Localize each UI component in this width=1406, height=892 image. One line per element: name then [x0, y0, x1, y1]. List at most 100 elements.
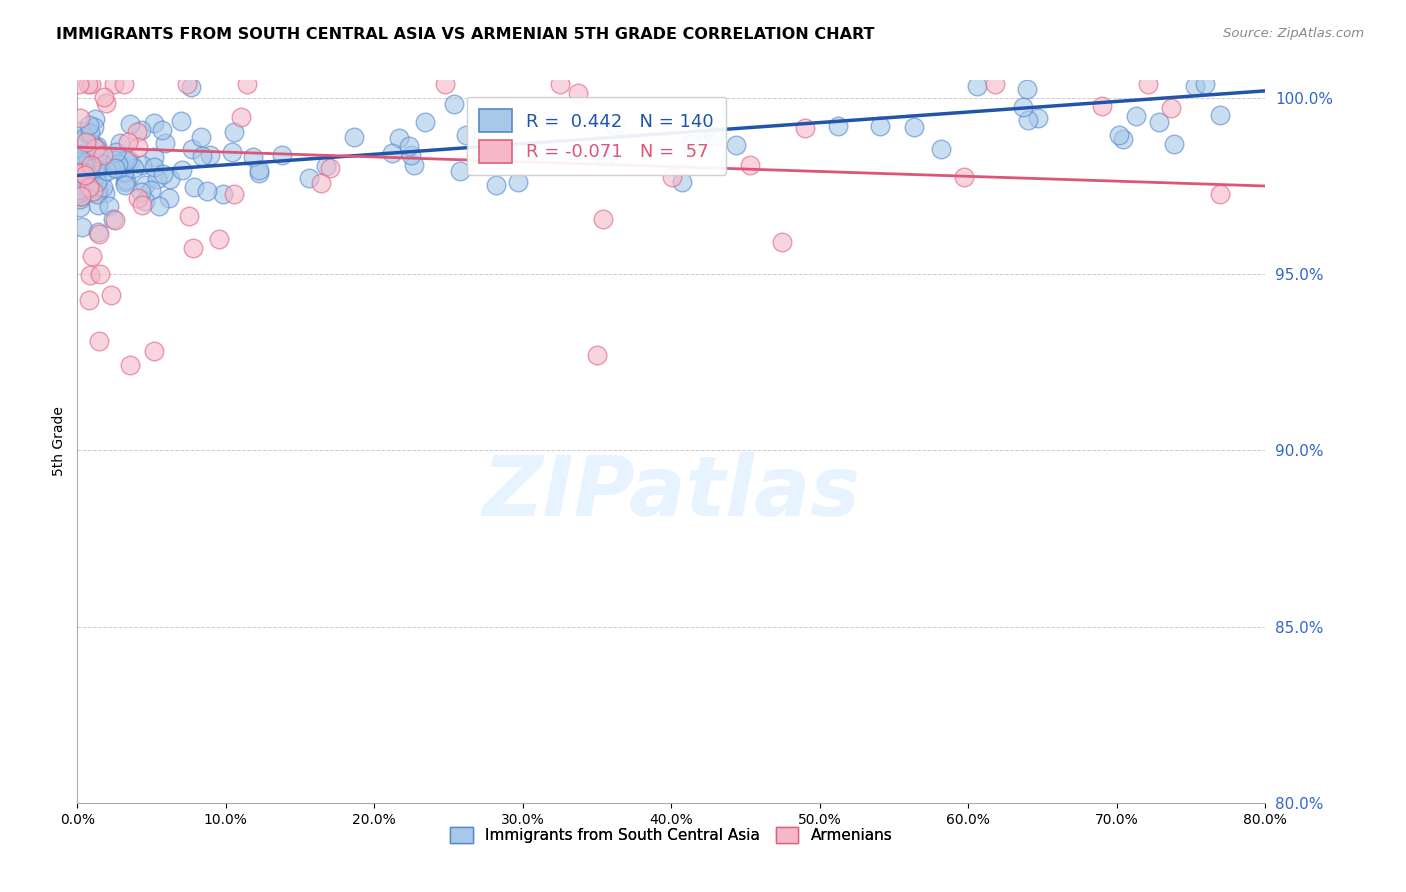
Point	[249, 163, 271, 178]
Point	[953, 170, 976, 185]
Point	[70, 188, 93, 202]
Point	[112, 77, 135, 91]
Point	[434, 77, 457, 91]
Point	[75, 136, 97, 150]
Point	[157, 191, 180, 205]
Point	[139, 183, 162, 197]
Point	[75, 168, 97, 182]
Point	[67, 154, 90, 169]
Point	[1108, 128, 1130, 142]
Point	[180, 80, 202, 95]
Point	[129, 185, 152, 199]
Point	[143, 150, 166, 164]
Point	[115, 173, 138, 187]
Point	[1015, 81, 1038, 95]
Point	[398, 139, 420, 153]
Point	[770, 235, 793, 249]
Point	[738, 159, 761, 173]
Point	[89, 155, 111, 169]
Point	[114, 175, 136, 189]
Point	[567, 87, 589, 101]
Point	[100, 288, 122, 302]
Point	[77, 293, 100, 307]
Point	[69, 189, 91, 203]
Point	[80, 157, 103, 171]
Point	[84, 112, 107, 126]
Point	[695, 121, 717, 136]
Point	[77, 118, 100, 132]
Point	[170, 163, 193, 178]
Point	[506, 175, 529, 189]
Point	[869, 119, 891, 133]
Point	[70, 123, 93, 137]
Point	[67, 165, 90, 179]
Legend: Immigrants from South Central Asia, Armenians: Immigrants from South Central Asia, Arme…	[444, 822, 898, 849]
Point	[1125, 109, 1147, 123]
Point	[1194, 77, 1216, 91]
Point	[117, 135, 139, 149]
Point	[224, 187, 246, 202]
Y-axis label: 5th Grade: 5th Grade	[52, 407, 66, 476]
Point	[1184, 79, 1206, 94]
Point	[198, 148, 221, 162]
Point	[221, 145, 243, 160]
Point	[179, 209, 201, 223]
Point	[89, 268, 111, 282]
Point	[87, 225, 110, 239]
Point	[671, 174, 693, 188]
Point	[72, 147, 94, 161]
Point	[212, 187, 235, 202]
Text: Source: ZipAtlas.com: Source: ZipAtlas.com	[1223, 27, 1364, 40]
Point	[118, 153, 141, 168]
Point	[86, 139, 108, 153]
Point	[679, 136, 702, 151]
Point	[127, 191, 149, 205]
Point	[122, 161, 145, 175]
Point	[104, 153, 127, 168]
Point	[150, 122, 173, 136]
Point	[208, 232, 231, 246]
Point	[197, 184, 219, 198]
Point	[101, 212, 124, 227]
Point	[315, 160, 337, 174]
Point	[1160, 101, 1182, 115]
Point	[983, 77, 1005, 91]
Point	[1137, 77, 1160, 91]
Point	[413, 115, 436, 129]
Point	[80, 77, 103, 91]
Point	[1011, 100, 1033, 114]
Point	[69, 147, 91, 161]
Point	[69, 166, 91, 180]
Point	[69, 193, 91, 207]
Point	[388, 130, 411, 145]
Point	[231, 110, 253, 124]
Point	[76, 171, 98, 186]
Point	[152, 167, 174, 181]
Point	[903, 120, 925, 134]
Point	[131, 197, 153, 211]
Point	[80, 163, 103, 178]
Point	[91, 180, 114, 194]
Text: ZIPatlas: ZIPatlas	[482, 451, 860, 533]
Point	[143, 343, 166, 358]
Point	[181, 241, 204, 255]
Point	[82, 136, 104, 151]
Point	[87, 184, 110, 198]
Point	[794, 121, 817, 136]
Point	[69, 200, 91, 214]
Point	[1112, 132, 1135, 146]
Point	[491, 143, 513, 157]
Point	[77, 77, 100, 91]
Point	[827, 120, 849, 134]
Point	[603, 119, 626, 133]
Text: IMMIGRANTS FROM SOUTH CENTRAL ASIA VS ARMENIAN 5TH GRADE CORRELATION CHART: IMMIGRANTS FROM SOUTH CENTRAL ASIA VS AR…	[56, 27, 875, 42]
Point	[170, 113, 193, 128]
Point	[127, 139, 149, 153]
Point	[79, 126, 101, 140]
Point	[1209, 186, 1232, 201]
Point	[70, 151, 93, 165]
Point	[69, 163, 91, 178]
Point	[222, 125, 245, 139]
Point	[73, 158, 96, 172]
Point	[454, 128, 477, 142]
